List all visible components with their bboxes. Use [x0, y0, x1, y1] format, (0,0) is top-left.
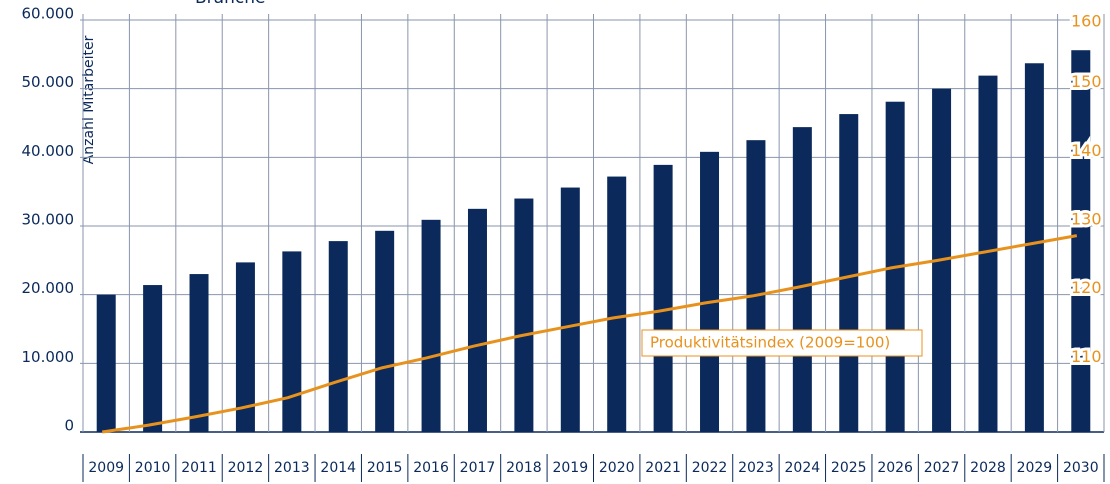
y2-tick-label: 130 [1071, 210, 1102, 229]
x-tick-label: 2016 [413, 460, 449, 476]
bar [560, 187, 580, 432]
x-tick-label: 2013 [274, 460, 310, 476]
x-tick-label: 2020 [599, 460, 635, 476]
y-tick-label: 10.000 [22, 348, 75, 366]
bar [143, 285, 163, 432]
bar [421, 219, 441, 432]
line-label-box [641, 329, 923, 357]
y2-tick-label: 160 [1071, 12, 1102, 31]
bar [978, 75, 998, 433]
y-axis-label: Anzahl Mitarbeiter [81, 35, 97, 164]
bar [375, 230, 395, 432]
y-tick-label: 40.000 [22, 142, 75, 160]
x-tick-label: 2024 [785, 460, 821, 476]
y2-tick-label: 110 [1071, 347, 1102, 366]
x-tick-label: 2023 [738, 460, 774, 476]
bar [96, 294, 116, 432]
line [101, 234, 1078, 434]
x-tick-label: 2019 [552, 460, 588, 476]
x-tick-label: 2029 [1017, 460, 1053, 476]
y-tick-label: 30.000 [22, 211, 75, 229]
bar [328, 241, 348, 432]
x-tick-label: 2027 [924, 460, 960, 476]
bar [189, 274, 209, 432]
x-tick-label: 2028 [970, 460, 1006, 476]
x-tick-label: 2012 [228, 460, 264, 476]
line-label: Produktivitätsindex (2009=100) [650, 334, 890, 352]
y-tick-label: 20.000 [22, 279, 75, 297]
x-tick-label: 2022 [692, 460, 728, 476]
bar [607, 176, 627, 432]
y2-tick-label: 120 [1071, 278, 1102, 297]
x-tick-label: 2009 [88, 460, 124, 476]
x-tick-label: 2014 [320, 460, 356, 476]
x-tick-label: 2011 [181, 460, 217, 476]
x-tick-label: 2021 [645, 460, 681, 476]
x-tick-label: 2026 [877, 460, 913, 476]
bar [746, 140, 766, 432]
x-tick-label: 2017 [460, 460, 496, 476]
bar [1071, 50, 1091, 433]
bar [700, 151, 720, 432]
x-tick-label: 2025 [831, 460, 867, 476]
x-tick-label: 2015 [367, 460, 403, 476]
bar [514, 198, 534, 432]
bar [839, 114, 859, 432]
bar [282, 251, 302, 432]
y-tick-label: 0 [64, 417, 74, 435]
y2-tick-label: 150 [1071, 72, 1102, 91]
y-tick-label: 60.000 [22, 5, 75, 23]
x-tick-label: 2030 [1063, 460, 1099, 476]
y-tick-label: 50.000 [22, 73, 75, 91]
bar [1024, 63, 1044, 432]
bar [235, 262, 255, 432]
x-tick-label: 2010 [135, 460, 171, 476]
x-tick-label: 2018 [506, 460, 542, 476]
bar [792, 127, 812, 433]
chart-title: Branche [195, 0, 265, 8]
y2-tick-label: 140 [1071, 141, 1102, 160]
bar [653, 164, 673, 433]
bar [467, 208, 487, 432]
